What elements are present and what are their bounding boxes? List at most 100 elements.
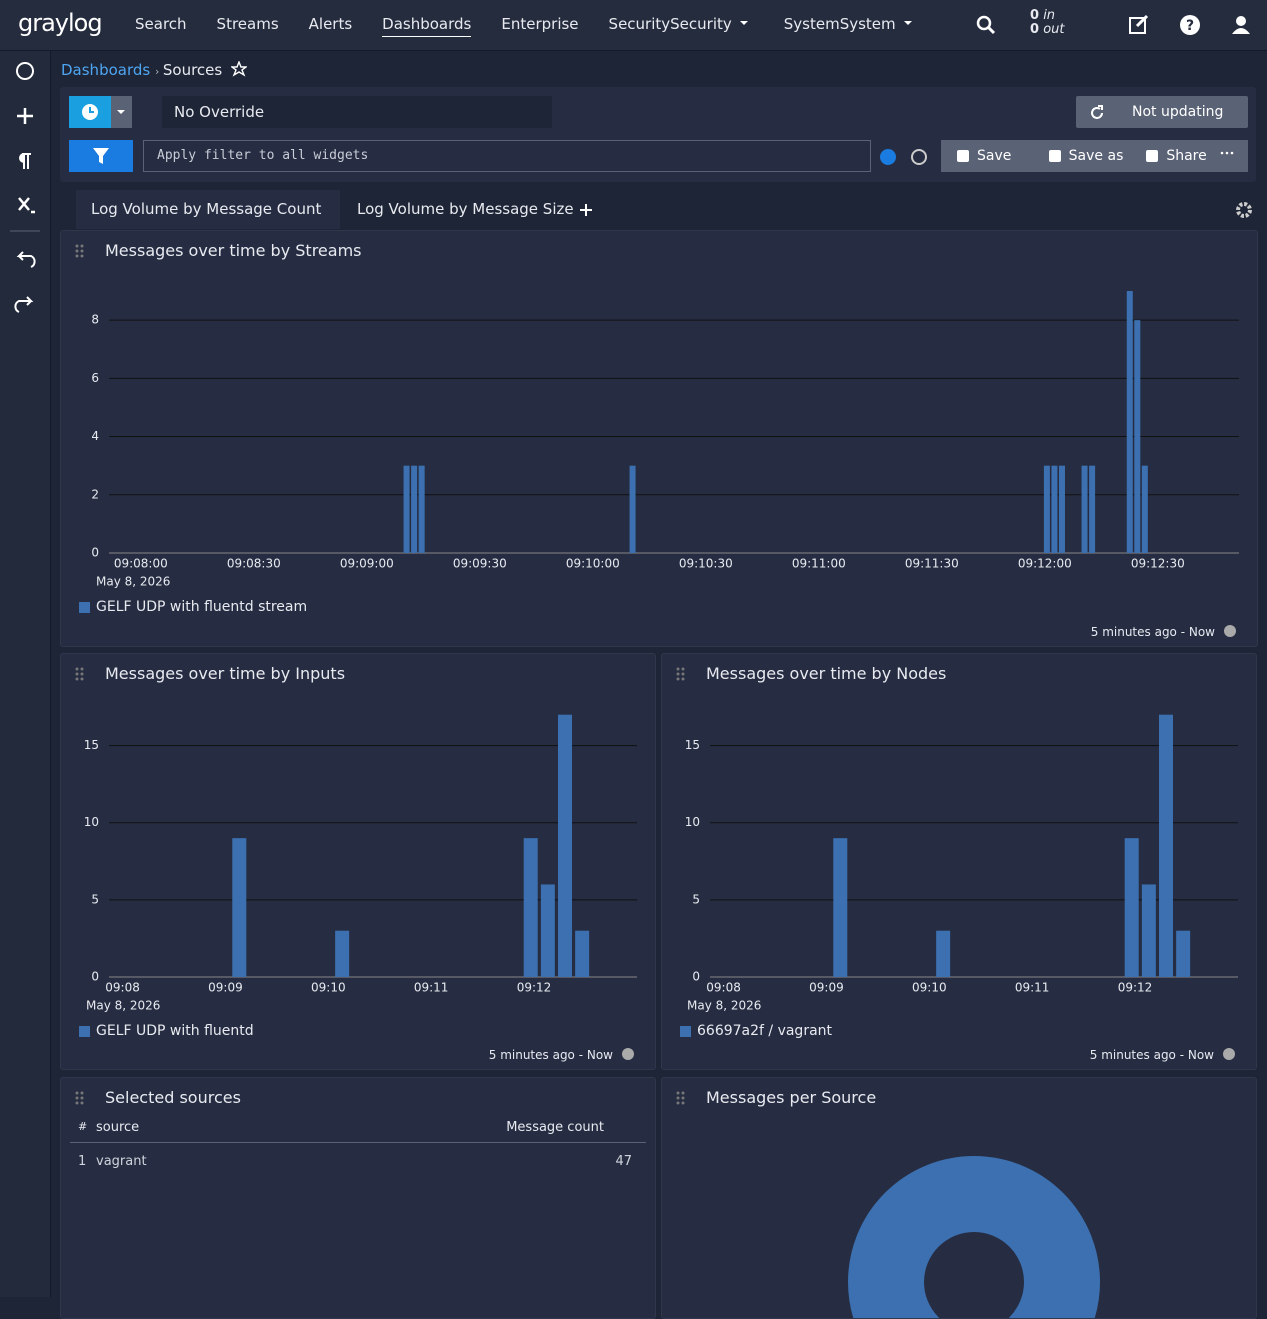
undo-icon[interactable] bbox=[16, 251, 36, 268]
dot bbox=[681, 667, 685, 671]
widget-title: Messages over time by Nodes bbox=[706, 664, 947, 683]
drag-handle[interactable] bbox=[74, 666, 86, 682]
action-button[interactable]: Save bbox=[941, 140, 1033, 172]
breadcrumb-link[interactable]: Dashboards bbox=[61, 61, 151, 79]
y-tick-label: 15 bbox=[84, 738, 99, 752]
filter-button[interactable] bbox=[69, 140, 133, 172]
legend-label[interactable]: GELF UDP with fluentd stream bbox=[96, 599, 307, 615]
drag-handle[interactable] bbox=[74, 1090, 86, 1106]
time-range[interactable]: No Override bbox=[162, 96, 552, 128]
x-tick-label: 09:09 bbox=[208, 981, 243, 995]
info-icon[interactable] bbox=[1223, 624, 1237, 638]
dot bbox=[681, 677, 685, 681]
column-header[interactable]: source bbox=[96, 1120, 140, 1135]
x-tick-label: 09:12:30 bbox=[1131, 557, 1185, 571]
action-icon bbox=[1048, 150, 1061, 162]
legend-swatch[interactable] bbox=[79, 602, 90, 613]
time-button[interactable] bbox=[69, 96, 111, 128]
settings-icon[interactable] bbox=[1234, 200, 1254, 220]
drag-handle[interactable] bbox=[74, 243, 86, 259]
dot bbox=[676, 672, 680, 676]
bar bbox=[540, 884, 555, 977]
refresh-button[interactable]: Not updating bbox=[1076, 96, 1248, 128]
out-count: 0 bbox=[1030, 22, 1040, 37]
dot bbox=[676, 677, 680, 681]
dot bbox=[681, 1091, 685, 1095]
dot bbox=[75, 1091, 79, 1095]
search-icon[interactable] bbox=[975, 14, 997, 36]
bar bbox=[1051, 465, 1058, 553]
x-tick-label: 09:11:30 bbox=[905, 557, 959, 571]
nav-item[interactable]: Enterprise bbox=[501, 15, 579, 33]
time-dropdown[interactable] bbox=[111, 96, 132, 128]
x-date-label: May 8, 2026 bbox=[687, 999, 761, 1013]
info-icon[interactable] bbox=[1222, 1047, 1236, 1061]
help-icon[interactable]: ? bbox=[1179, 14, 1201, 36]
action-button[interactable]: Save as bbox=[1033, 140, 1131, 172]
in-label: in bbox=[1043, 8, 1056, 23]
dot bbox=[676, 1091, 680, 1095]
x-tick-label: 09:12 bbox=[1118, 981, 1153, 995]
legend-label[interactable]: GELF UDP with fluentd bbox=[96, 1023, 254, 1039]
action-button[interactable]: Share bbox=[1130, 140, 1220, 172]
x-tick-label: 09:11 bbox=[1015, 981, 1050, 995]
sidebar-icons bbox=[10, 62, 40, 313]
paragraph-icon[interactable] bbox=[19, 153, 31, 169]
table-cell: 1 bbox=[78, 1154, 87, 1169]
x-tick-label: 09:09:00 bbox=[340, 557, 394, 571]
nav-item[interactable]: Alerts bbox=[308, 15, 353, 33]
add-tab[interactable] bbox=[576, 200, 596, 220]
drag-handle[interactable] bbox=[675, 1090, 687, 1106]
function-icon[interactable] bbox=[18, 197, 35, 214]
column-header[interactable]: # bbox=[78, 1120, 88, 1133]
y-tick-label: 5 bbox=[692, 892, 700, 906]
drag-handle[interactable] bbox=[675, 666, 687, 682]
filter-input[interactable]: Apply filter to all widgets bbox=[143, 140, 871, 172]
info-icon[interactable] bbox=[621, 1047, 635, 1061]
user-icon[interactable] bbox=[1230, 14, 1252, 36]
legend-label[interactable]: 66697a2f / vagrant bbox=[697, 1023, 833, 1039]
legend-swatch[interactable] bbox=[79, 1026, 90, 1037]
bar bbox=[335, 930, 350, 977]
bar bbox=[1043, 465, 1050, 553]
legend-swatch[interactable] bbox=[680, 1026, 691, 1037]
dot bbox=[75, 677, 79, 681]
y-tick-label: 5 bbox=[91, 892, 99, 906]
x-tick-label: 09:08 bbox=[105, 981, 140, 995]
nav-items: Search Streams Alerts Dashboards Enterprise S… bbox=[135, 15, 918, 37]
x-tick-label: 09:08:00 bbox=[114, 557, 168, 571]
star-icon[interactable] bbox=[229, 60, 249, 77]
widget-title: Messages per Source bbox=[706, 1088, 877, 1107]
info-icon[interactable] bbox=[16, 62, 34, 80]
dot bbox=[80, 667, 84, 671]
widget-title: Selected sources bbox=[105, 1088, 241, 1107]
widget: Messages over time by Inputs 5 minutes ag… bbox=[60, 653, 656, 1070]
dot bbox=[80, 249, 84, 253]
widget-timerange: 5 minutes ago - Now bbox=[488, 1048, 613, 1062]
nav-item[interactable]: SystemSystem bbox=[784, 15, 918, 37]
tab[interactable]: Log Volume by Message Size bbox=[357, 200, 574, 218]
nav-item[interactable]: Search bbox=[135, 15, 187, 33]
bar bbox=[558, 714, 572, 977]
bar bbox=[403, 465, 410, 553]
tab-active[interactable]: Log Volume by Message Count bbox=[76, 190, 340, 250]
x-tick-label: 09:10:30 bbox=[679, 557, 733, 571]
logo[interactable]: graylog bbox=[18, 9, 103, 37]
action-icon bbox=[1146, 150, 1159, 162]
column-header[interactable]: Message count bbox=[506, 1120, 604, 1135]
edit-icon[interactable] bbox=[1128, 14, 1150, 36]
bar bbox=[1159, 714, 1173, 977]
nav-item[interactable]: SecuritySecurity bbox=[609, 15, 754, 37]
bar bbox=[1176, 930, 1191, 977]
caret bbox=[903, 21, 912, 25]
widget-timerange: 5 minutes ago - Now bbox=[1089, 1048, 1214, 1062]
nav-item[interactable]: Dashboards bbox=[382, 15, 472, 37]
x-date-label: May 8, 2026 bbox=[86, 999, 160, 1013]
more-button[interactable] bbox=[1220, 140, 1248, 172]
bar bbox=[629, 465, 636, 553]
x-date-label: May 8, 2026 bbox=[96, 575, 170, 589]
redo-icon[interactable] bbox=[14, 296, 34, 313]
add-icon[interactable] bbox=[17, 108, 33, 124]
nav-item[interactable]: Streams bbox=[216, 15, 279, 33]
y-tick-label: 10 bbox=[84, 815, 99, 829]
